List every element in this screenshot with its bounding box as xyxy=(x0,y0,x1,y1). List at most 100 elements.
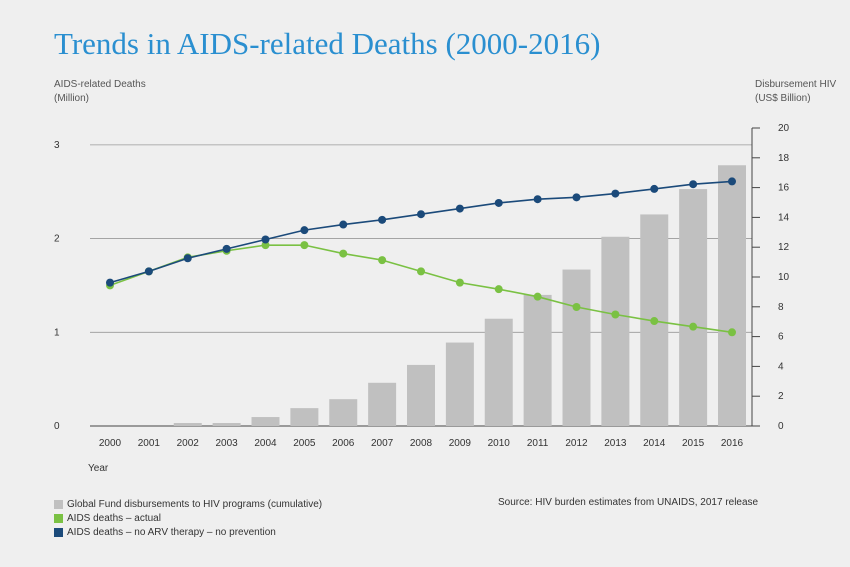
legend-label-disbursements: Global Fund disbursements to HIV program… xyxy=(67,498,323,510)
right-axis-label-line2: (US$ Billion) xyxy=(755,93,811,104)
bar-2004 xyxy=(251,417,280,426)
legend-item-disbursements: Global Fund disbursements to HIV program… xyxy=(54,497,322,511)
series-0-point-2007 xyxy=(378,256,387,265)
series-0-point-2010 xyxy=(494,285,503,294)
series-0-point-2005 xyxy=(300,241,309,250)
left-axis-label: AIDS-related Deaths (Million) xyxy=(54,78,146,106)
x-tick-label: 2013 xyxy=(604,438,627,449)
legend-swatch-disbursements xyxy=(54,499,63,509)
bar-2015 xyxy=(679,189,708,426)
line-series xyxy=(106,177,736,337)
right-tick-label: 8 xyxy=(778,302,784,313)
legend-label-no-arv: AIDS deaths – no ARV therapy – no preven… xyxy=(67,526,276,538)
x-tick-label: 2007 xyxy=(371,438,394,449)
x-tick-label: 2003 xyxy=(216,438,239,449)
x-tick-label: 2002 xyxy=(177,438,200,449)
series-1-point-2009 xyxy=(455,204,464,213)
right-axis-label: Disbursement HIV (US$ Billion) xyxy=(755,78,836,106)
right-tick-label: 2 xyxy=(778,391,784,402)
bar-2005 xyxy=(290,408,319,426)
bar-2003 xyxy=(212,423,241,426)
legend-item-actual: AIDS deaths – actual xyxy=(54,511,322,525)
series-0-point-2006 xyxy=(339,249,348,258)
right-tick-label: 12 xyxy=(778,242,790,253)
right-tick-label: 20 xyxy=(778,123,790,134)
x-tick-label: 2014 xyxy=(643,438,666,449)
left-tick-label: 3 xyxy=(54,140,60,151)
series-0-point-2004 xyxy=(261,241,270,250)
series-1-point-2001 xyxy=(144,267,153,276)
series-1-point-2016 xyxy=(728,177,736,186)
legend: Global Fund disbursements to HIV program… xyxy=(54,497,322,539)
x-tick-label: 2009 xyxy=(449,438,472,449)
series-1-point-2006 xyxy=(339,220,348,229)
left-tick-label: 2 xyxy=(54,234,60,245)
right-tick-label: 6 xyxy=(778,332,784,343)
left-axis-label-line1: AIDS-related Deaths xyxy=(54,79,146,90)
series-1-point-2000 xyxy=(106,278,114,287)
bar-2013 xyxy=(601,236,630,426)
series-1-point-2005 xyxy=(300,226,309,235)
x-tick-label: 2016 xyxy=(721,438,744,449)
right-tick-label: 14 xyxy=(778,212,790,223)
bar-2010 xyxy=(484,318,513,426)
series-1-point-2014 xyxy=(650,184,659,193)
right-tick-label: 10 xyxy=(778,272,790,283)
x-tick-label: 2008 xyxy=(410,438,433,449)
bar-2016 xyxy=(718,165,746,426)
series-1-point-2010 xyxy=(494,198,503,207)
chart-title: Trends in AIDS-related Deaths (2000-2016… xyxy=(54,26,601,61)
series-0-point-2014 xyxy=(650,317,659,326)
series-1-point-2008 xyxy=(417,210,425,219)
left-tick-label: 0 xyxy=(54,421,60,432)
series-1-point-2012 xyxy=(572,193,581,202)
legend-item-no-arv: AIDS deaths – no ARV therapy – no preven… xyxy=(54,525,322,539)
right-axis-label-line1: Disbursement HIV xyxy=(755,79,837,90)
series-1-point-2015 xyxy=(689,180,698,189)
left-tick-label: 1 xyxy=(54,327,60,338)
x-axis-label: Year xyxy=(88,463,109,474)
bar-2009 xyxy=(445,342,474,426)
series-0-point-2013 xyxy=(611,310,620,319)
series-1-point-2003 xyxy=(222,244,231,253)
x-tick-label: 2011 xyxy=(527,438,549,449)
series-0-point-2009 xyxy=(455,278,464,287)
x-tick-label: 2001 xyxy=(138,438,161,449)
bar-series xyxy=(173,165,746,426)
x-tick-label: 2005 xyxy=(293,438,316,449)
legend-swatch-actual xyxy=(54,513,63,523)
x-tick-label: 2000 xyxy=(99,438,122,449)
series-0-point-2008 xyxy=(417,267,425,276)
series-line-0 xyxy=(109,244,733,334)
series-0-point-2015 xyxy=(689,322,698,331)
right-tick-label: 16 xyxy=(778,183,790,194)
right-tick-label: 18 xyxy=(778,153,790,164)
x-tick-label: 2012 xyxy=(565,438,588,449)
bar-2008 xyxy=(407,364,435,426)
bar-2002 xyxy=(173,423,202,426)
series-0-point-2016 xyxy=(728,328,736,337)
right-tick-label: 4 xyxy=(778,361,784,372)
bar-2012 xyxy=(562,269,591,426)
source-note: Source: HIV burden estimates from UNAIDS… xyxy=(498,497,759,508)
series-1-point-2011 xyxy=(533,195,542,204)
legend-swatch-no-arv xyxy=(54,527,63,537)
x-tick-label: 2010 xyxy=(488,438,511,449)
series-1-point-2004 xyxy=(261,235,270,244)
x-tick-label: 2004 xyxy=(254,438,277,449)
bar-2011 xyxy=(523,294,552,426)
series-0-point-2012 xyxy=(572,302,581,311)
series-1-point-2013 xyxy=(611,189,620,198)
x-tick-label: 2006 xyxy=(332,438,355,449)
left-axis-label-line2: (Million) xyxy=(54,93,89,104)
right-tick-label: 0 xyxy=(778,421,784,432)
x-tick-label: 2015 xyxy=(682,438,705,449)
bar-2006 xyxy=(329,399,358,426)
series-0-point-2011 xyxy=(533,292,542,301)
series-1-point-2002 xyxy=(183,254,192,263)
bar-2007 xyxy=(368,382,397,426)
series-1-point-2007 xyxy=(378,215,387,224)
legend-label-actual: AIDS deaths – actual xyxy=(67,512,161,524)
